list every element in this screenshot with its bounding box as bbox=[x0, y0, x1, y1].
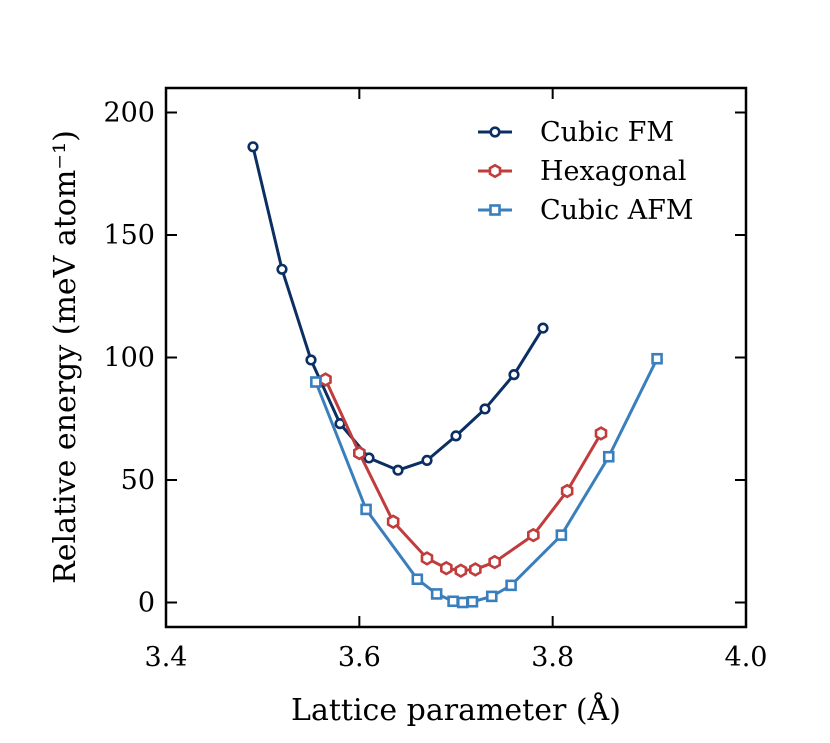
series-cubic-afm bbox=[310, 352, 663, 609]
ticks-layer: 3.4 3.6 3.8 4.0 0 50 100 150 200 bbox=[103, 88, 767, 673]
data-point bbox=[386, 514, 400, 529]
data-point bbox=[466, 595, 479, 608]
plot-frame bbox=[164, 86, 748, 629]
data-point bbox=[594, 426, 608, 441]
series-line bbox=[324, 378, 603, 573]
series-line bbox=[251, 146, 545, 472]
data-point bbox=[527, 527, 540, 543]
y-axis-label: Relative energy (meV atom⁻¹) bbox=[48, 130, 83, 584]
data-point bbox=[363, 452, 375, 464]
data-point bbox=[247, 141, 259, 153]
series-cubic-fm bbox=[247, 141, 549, 476]
data-point bbox=[537, 322, 549, 334]
data-point bbox=[430, 588, 443, 600]
legend-label: Cubic FM bbox=[540, 117, 674, 148]
data-point bbox=[310, 376, 322, 388]
y-tick-label: 50 bbox=[121, 465, 155, 496]
y-tick-label: 200 bbox=[103, 98, 155, 129]
data-point bbox=[276, 263, 288, 275]
data-point bbox=[454, 563, 468, 578]
data-point bbox=[651, 352, 663, 365]
data-point bbox=[450, 430, 462, 442]
legend-label: Cubic AFM bbox=[540, 195, 694, 226]
data-point bbox=[421, 454, 433, 467]
data-point bbox=[508, 369, 520, 381]
y-tick-label: 100 bbox=[103, 343, 155, 374]
x-tick-label: 4.0 bbox=[725, 642, 768, 673]
data-point bbox=[353, 445, 366, 461]
data-point bbox=[485, 590, 498, 603]
data-point bbox=[319, 372, 332, 387]
data-point bbox=[411, 573, 424, 586]
data-point bbox=[560, 483, 574, 499]
data-point bbox=[360, 503, 372, 516]
legend: Cubic FM Hexagonal Cubic AFM bbox=[478, 117, 694, 226]
x-tick-label: 3.4 bbox=[145, 642, 188, 673]
data-point bbox=[555, 529, 568, 541]
data-point bbox=[447, 595, 459, 608]
series-layer bbox=[247, 141, 663, 609]
data-point bbox=[488, 163, 502, 179]
data-point bbox=[420, 551, 434, 566]
data-point bbox=[440, 560, 453, 576]
x-tick-label: 3.6 bbox=[338, 642, 381, 673]
data-point bbox=[505, 579, 517, 592]
x-tick-label: 3.8 bbox=[531, 642, 574, 673]
legend-label: Hexagonal bbox=[540, 156, 687, 187]
series-hexagonal bbox=[319, 372, 608, 578]
data-point bbox=[305, 354, 317, 366]
data-point bbox=[469, 562, 482, 577]
y-tick-label: 150 bbox=[103, 220, 155, 251]
data-point bbox=[479, 403, 491, 415]
data-point bbox=[488, 554, 501, 570]
data-point bbox=[392, 464, 404, 476]
data-point bbox=[456, 596, 469, 609]
y-tick-label: 0 bbox=[138, 588, 155, 619]
data-point bbox=[489, 204, 501, 216]
data-point bbox=[489, 126, 501, 138]
x-axis-label: Lattice parameter (Å) bbox=[291, 692, 621, 728]
data-point bbox=[602, 450, 615, 463]
